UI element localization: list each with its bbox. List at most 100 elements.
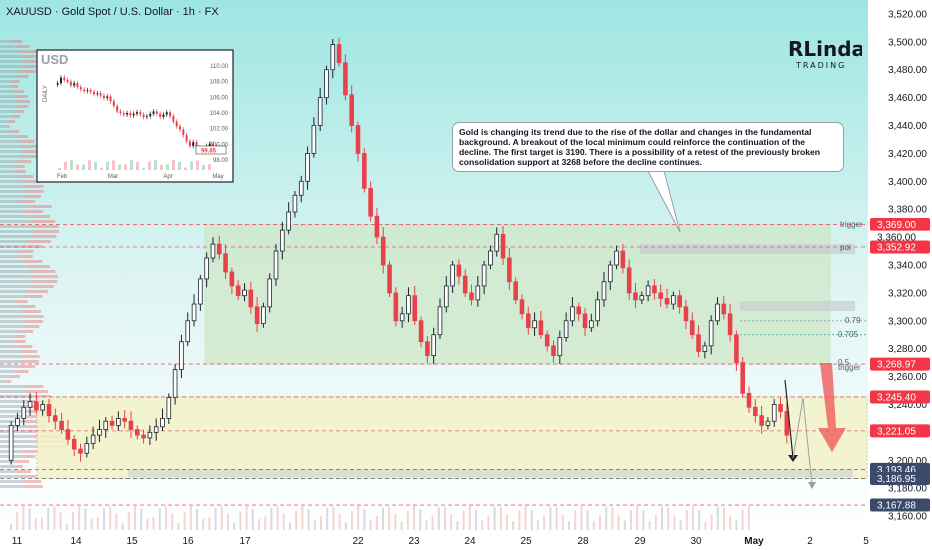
volume-bar — [679, 520, 682, 530]
candle-body — [103, 420, 109, 430]
volume-bar — [127, 511, 130, 530]
candle-body — [570, 306, 575, 322]
candle-body — [153, 426, 159, 433]
volume-profile-bar — [18, 175, 34, 178]
volume-bar — [400, 521, 403, 530]
price-tag — [870, 240, 930, 254]
volume-profile-bar — [0, 440, 37, 443]
volume-profile-bar — [21, 355, 40, 358]
volume-bar — [344, 522, 347, 530]
volume-bar — [574, 510, 577, 530]
volume-profile-bar — [17, 160, 32, 163]
volume-profile-bar — [0, 370, 16, 373]
volume-profile-bar — [0, 175, 19, 178]
candle-body — [387, 264, 392, 294]
inset-volume-bar — [148, 161, 151, 170]
inset-candle-body — [93, 91, 96, 95]
time-axis-tick: 15 — [126, 536, 138, 547]
volume-profile-bar — [0, 240, 28, 243]
volume-profile-bar — [0, 130, 11, 133]
candle-body — [727, 313, 733, 336]
volume-bar — [481, 520, 484, 530]
volume-profile-bar — [0, 285, 30, 288]
candle-body — [40, 404, 45, 411]
inset-candle-body — [73, 83, 76, 86]
inset-volume-bar — [94, 161, 97, 170]
volume-bar — [667, 507, 670, 530]
candle-body — [298, 180, 304, 196]
inset-candle-body — [79, 87, 82, 90]
candle-body — [721, 303, 727, 315]
inset-candle-body — [165, 112, 168, 115]
volume-profile-bar — [12, 465, 23, 468]
candle-body — [658, 292, 664, 299]
candle-body — [15, 418, 20, 426]
inset-candle-body — [132, 113, 135, 116]
volume-profile-bar — [21, 180, 40, 183]
volume-profile-bar — [13, 335, 26, 338]
price-tag — [870, 471, 930, 485]
volume-profile-bar — [9, 85, 18, 88]
inset-volume-bar — [82, 164, 85, 170]
candle-body — [740, 362, 745, 394]
price-axis-tick: 3,260.00 — [888, 372, 927, 383]
candle-body — [607, 264, 613, 283]
volume-profile-bar — [22, 195, 41, 198]
candle-body — [601, 281, 607, 301]
inset-candle-body — [116, 105, 119, 112]
candle-body — [456, 264, 462, 277]
volume-bar — [698, 510, 701, 530]
volume-profile-bar — [20, 350, 38, 353]
big-down-arrow — [818, 363, 846, 452]
volume-bar — [741, 509, 744, 530]
inset-volume-bar — [130, 160, 133, 170]
volume-profile-bar — [17, 345, 33, 348]
inset-candle-body — [83, 89, 86, 91]
price-axis-tick: 3,480.00 — [888, 65, 927, 76]
price-axis-tick: 3,460.00 — [888, 93, 927, 104]
inset-side-label: DAILY — [43, 85, 49, 102]
price-axis-tick: 3,520.00 — [888, 9, 927, 20]
logo-sub-text: TRADING — [795, 61, 846, 70]
volume-profile-bar — [0, 180, 22, 183]
volume-profile-bar — [23, 260, 43, 263]
volume-bar — [487, 515, 490, 530]
inset-candle-body — [99, 93, 102, 96]
support-zone — [36, 396, 868, 479]
volume-profile-bar — [16, 470, 31, 473]
volume-profile-bar — [0, 170, 15, 173]
inset-candle-body — [89, 90, 92, 92]
candle-body — [122, 418, 127, 422]
inset-y-tick: 106.00 — [210, 95, 229, 101]
candle-body — [210, 243, 216, 259]
price-tag-label: 3,360.00 — [877, 233, 916, 244]
volume-profile-bar — [0, 85, 10, 88]
volume-profile-bar — [20, 475, 38, 478]
volume-profile-bar — [22, 55, 41, 58]
volume-profile-bar — [0, 235, 32, 238]
inset-volume-bar — [154, 160, 157, 170]
volume-profile-bar — [0, 460, 16, 463]
inset-candle-body — [195, 142, 198, 148]
candle-body — [759, 415, 764, 426]
volume-profile-bar — [19, 365, 36, 368]
volume-profile-bar — [24, 190, 44, 193]
volume-profile-bar — [19, 200, 36, 203]
volume-profile-bar — [26, 290, 49, 293]
volume-bar — [673, 515, 676, 530]
volume-profile-bar — [0, 345, 18, 348]
volume-bar — [568, 520, 570, 530]
inset-candle-body — [192, 142, 195, 146]
volume-profile-bar — [11, 115, 21, 118]
inset-volume-bar — [118, 164, 121, 170]
volume-bar — [388, 506, 391, 530]
candle-body — [336, 44, 342, 64]
candle-body — [778, 404, 783, 412]
inset-last-value: 99.65 — [201, 149, 217, 155]
volume-profile-bar — [27, 215, 50, 218]
volume-profile-bar — [21, 450, 40, 453]
volume-profile-bar — [15, 135, 28, 138]
volume-profile-bar — [19, 155, 37, 158]
candle-body — [317, 97, 323, 126]
